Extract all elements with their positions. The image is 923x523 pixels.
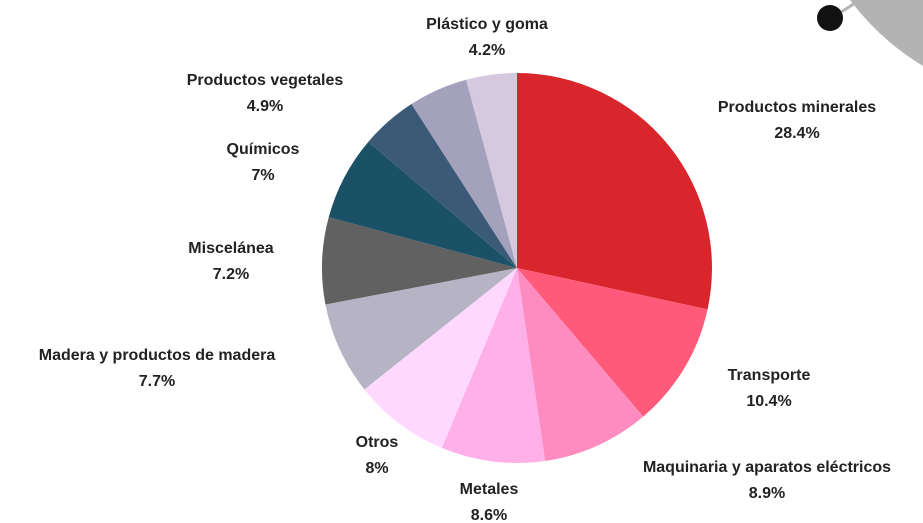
decoration [817, 5, 843, 31]
value-label: 28.4% [774, 125, 819, 142]
slice-label: Productos vegetales [187, 72, 344, 89]
slice-label: Madera y productos de madera [39, 347, 276, 364]
value-label: 4.2% [469, 42, 505, 59]
decoration [850, 0, 923, 66]
page: {"chart_data": {"type": "pie", "categori… [0, 0, 923, 523]
slice-label: Productos minerales [718, 99, 876, 116]
value-label: 7.7% [139, 373, 175, 390]
slice-label: Miscelánea [188, 240, 273, 257]
slice-label: Transporte [728, 367, 811, 384]
slice-label: Maquinaria y aparatos eléctricos [643, 459, 891, 476]
value-label: 8.9% [749, 485, 785, 502]
pie-slice [517, 73, 712, 309]
value-label: 4.9% [247, 98, 283, 115]
value-label: 7.2% [213, 266, 249, 283]
value-label: 8.6% [471, 507, 507, 523]
value-label: 7% [251, 167, 274, 184]
chart: Productos minerales 28.4% Transporte 10.4% M… [0, 0, 923, 523]
slice-label: Otros [356, 434, 399, 451]
value-label: 8% [365, 460, 388, 477]
slice-label: Metales [460, 481, 519, 498]
slice-label: Plástico y goma [426, 16, 548, 33]
value-label: 10.4% [746, 393, 791, 410]
slice-label: Químicos [227, 141, 300, 158]
